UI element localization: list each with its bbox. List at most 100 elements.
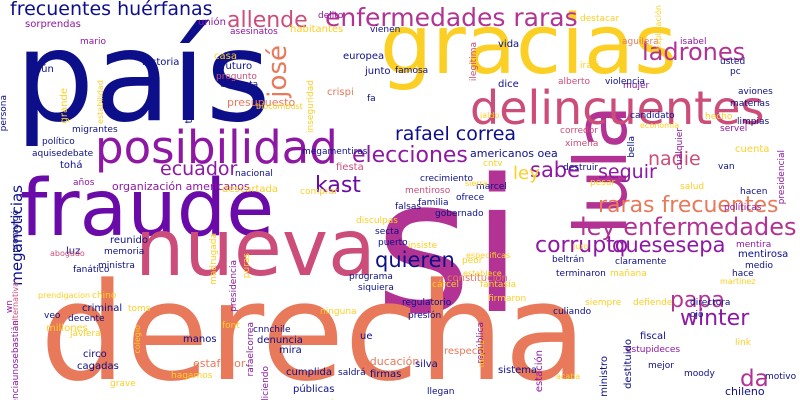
word-años: años	[73, 178, 95, 188]
word-nacional: nacional	[235, 169, 273, 179]
word-estabilidad: estabilidad	[96, 80, 105, 124]
word-aguilera: aguilera	[622, 37, 659, 47]
word-públicas: públicas	[293, 384, 335, 395]
word-crecimiento: crecimiento	[420, 174, 473, 184]
word-junto: junto	[365, 66, 391, 77]
word-corrupto: corrupto	[535, 233, 629, 258]
word-habitantes: habitantes	[290, 24, 344, 35]
word-fanático: fanático	[73, 265, 110, 275]
word-aquisedebate: aquisedebate	[32, 149, 94, 159]
word-asesinatos: asesinatos	[230, 27, 278, 37]
word-agenciaunosebastián: agenciaunosebastián	[11, 320, 21, 400]
word-iraci: iraci	[580, 61, 600, 71]
word-crispi: crispi	[327, 87, 354, 98]
word-chileno: chileno	[725, 385, 765, 398]
word-siempre: siempre	[585, 298, 622, 308]
word-allende: allende	[227, 8, 308, 33]
word-hagamos: hagamos	[171, 371, 213, 381]
word-candidato: candidato	[630, 111, 675, 121]
word-políticas: políticas	[724, 203, 762, 213]
word-estación: estación	[534, 350, 545, 393]
word-ilegítima: ilegítima	[469, 42, 479, 82]
word-casa: casa	[214, 51, 237, 62]
word-millones: millones	[46, 323, 88, 334]
word-educación: educación	[363, 355, 420, 368]
word-wn: wn	[5, 300, 15, 314]
word-mentiroso: mentiroso	[405, 186, 451, 196]
word-comprar: comprar	[300, 187, 338, 197]
word-vienen: vienen	[370, 25, 401, 35]
word-grave: grave	[110, 379, 136, 389]
word-destituido: destituido	[623, 339, 634, 389]
word-presión: presión	[408, 311, 442, 321]
word-biocombust: biocombust	[256, 102, 303, 111]
word-ximena: ximena	[565, 139, 599, 149]
word-quesesepa: quesesepa	[612, 233, 726, 257]
word-pregunto: pregunto	[216, 72, 257, 82]
word-disculpas: disculpas	[356, 216, 398, 226]
word-vida: vida	[498, 39, 520, 50]
word-nadie: nadie	[648, 148, 701, 170]
word-peor: peor	[462, 256, 483, 266]
word-raras-frecuentes: raras frecuentes	[598, 193, 779, 218]
word-moody: moody	[684, 369, 715, 379]
word-aún: aún	[35, 64, 54, 75]
word-claramente: claramente	[615, 257, 667, 267]
word-gobernado: gobernado	[435, 209, 484, 219]
word-javiera: javiera	[70, 329, 101, 339]
word-falsas: falsas	[395, 202, 422, 212]
word-corredor: corredor	[560, 126, 598, 136]
word-firmas: firmas	[370, 369, 402, 380]
word-fiesta: fiesta	[336, 162, 364, 173]
word-ecuador: ecuador	[160, 158, 238, 180]
word-elecciones: elecciones	[352, 143, 468, 168]
word-sabe: sabe	[530, 158, 581, 182]
word-ley-enfermedades: ley enfermedades	[580, 213, 797, 241]
word-culiando: culiando	[553, 307, 592, 317]
word-estafador: estafador	[193, 357, 246, 370]
word-winter: winter	[680, 306, 750, 331]
word-ley: ley	[513, 163, 540, 184]
word-migrantes: migrantes	[72, 125, 118, 135]
word-promulgó: promulgó	[11, 210, 21, 253]
word-posibilidad: posibilidad	[95, 121, 338, 174]
word-frecuentes-huérfanas: frecuentes huérfanas	[10, 0, 213, 20]
word-violencia: violencia	[605, 77, 646, 87]
word-ladrones: ladrones	[642, 38, 746, 66]
word-hecho: hecho	[705, 112, 733, 122]
word-chino: chino	[92, 291, 117, 301]
word-kast: kast	[315, 173, 361, 198]
word-megamentiras: megamentiras	[302, 147, 368, 157]
word-ue: ue	[360, 331, 373, 342]
word-decente: decente	[68, 314, 105, 324]
word-silva: silva	[415, 359, 438, 370]
word-presupuesto: presupuesto	[227, 96, 296, 109]
word-acaba: acaba	[556, 372, 581, 381]
word-inseguridad: inseguridad	[306, 80, 316, 133]
word-sorprendas: sorprendas	[25, 19, 81, 30]
word-economía: economía	[640, 121, 680, 130]
word-especificas: especificas	[466, 251, 511, 260]
word-destacar: destacar	[580, 14, 620, 24]
word-mentira: mentira	[736, 240, 772, 250]
word-cualquier: cualquier	[675, 128, 685, 170]
word-diciendo: diciendo	[261, 366, 271, 400]
word-josé: josé	[263, 45, 293, 98]
word-nueva: nueva	[135, 204, 376, 294]
word-constitución: constitución	[447, 273, 508, 284]
word-juro: juro	[573, 242, 589, 251]
word-destruir: destruir	[563, 163, 599, 173]
word-secta: secta	[375, 227, 400, 237]
word-rafael-correa: rafael correa	[395, 123, 517, 145]
word-ministro: ministro	[599, 356, 610, 397]
word-ofrece: ofrece	[456, 193, 485, 203]
word-cagadas: cagadas	[77, 361, 119, 372]
word-cnnchile: cnnchile	[253, 325, 291, 335]
word-establece: establece	[463, 269, 502, 278]
word-hace: hace	[732, 269, 754, 279]
word-derecha: derecha	[40, 254, 587, 400]
word-presidencial: presidencial	[777, 150, 787, 205]
word-corrupta: corrupta	[220, 80, 259, 90]
word-toms: toms	[128, 304, 151, 314]
